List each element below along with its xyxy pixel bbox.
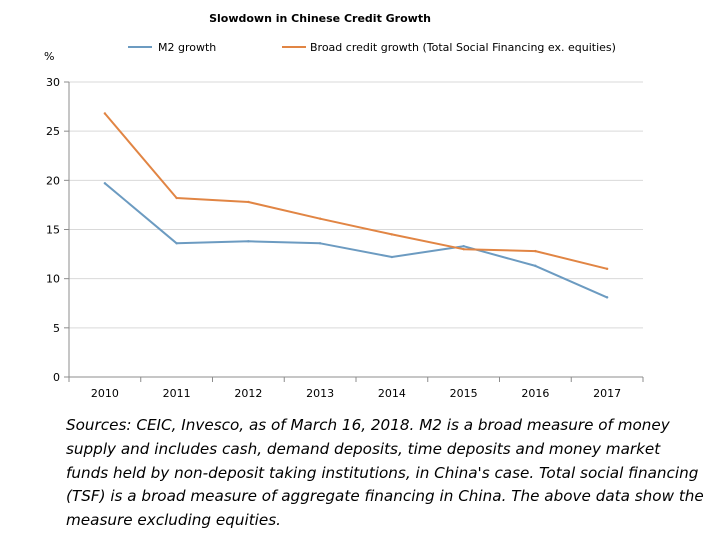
legend-label-tsf: Broad credit growth (Total Social Financ… <box>310 41 616 54</box>
series-lines <box>103 112 609 299</box>
y-tick-label: 5 <box>53 322 60 335</box>
y-tick-label: 10 <box>46 273 60 286</box>
legend: M2 growth Broad credit growth (Total Soc… <box>128 41 616 54</box>
y-tick-label: 20 <box>46 174 60 187</box>
chart-title: Slowdown in Chinese Credit Growth <box>209 12 431 25</box>
data-point <box>318 242 322 245</box>
data-point <box>247 240 250 243</box>
source-caption: Sources: CEIC, Invesco, as of March 16, … <box>66 416 704 530</box>
data-point <box>605 296 609 299</box>
axes <box>64 81 644 382</box>
x-tick-label: 2012 <box>234 387 262 400</box>
x-tick-label: 2014 <box>378 387 406 400</box>
data-point <box>103 182 107 185</box>
y-tick-label: 15 <box>46 224 60 237</box>
series-line-m2 <box>103 182 609 299</box>
y-tick-label: 30 <box>46 76 60 89</box>
x-tick-label: 2015 <box>450 387 478 400</box>
y-tick-label: 0 <box>53 371 60 384</box>
x-tick-label: 2011 <box>163 387 191 400</box>
legend-label-m2: M2 growth <box>158 41 216 54</box>
line-chart: Slowdown in Chinese Credit Growth M2 gro… <box>44 12 644 400</box>
data-point <box>462 247 465 251</box>
data-point <box>103 112 107 115</box>
x-tick-label: 2016 <box>521 387 549 400</box>
y-tick-labels: 0 5 10 15 20 25 30 <box>46 76 60 384</box>
data-point <box>318 217 322 220</box>
data-point <box>462 245 465 248</box>
data-point <box>534 249 537 253</box>
data-point <box>247 200 250 204</box>
data-point <box>390 233 394 236</box>
x-tick-labels: 2010 2011 2012 2013 2014 2015 2016 2017 <box>91 387 621 400</box>
data-point <box>175 242 178 245</box>
data-point <box>534 264 537 268</box>
x-tick-label: 2010 <box>91 387 119 400</box>
data-point <box>390 255 394 259</box>
data-point <box>175 196 178 200</box>
x-tick-label: 2013 <box>306 387 334 400</box>
gridlines <box>69 81 643 329</box>
data-point <box>605 267 609 271</box>
y-tick-label: 25 <box>46 125 60 138</box>
x-tick-label: 2017 <box>593 387 621 400</box>
y-axis-label: % <box>44 50 54 63</box>
series-line-tsf <box>103 112 609 270</box>
